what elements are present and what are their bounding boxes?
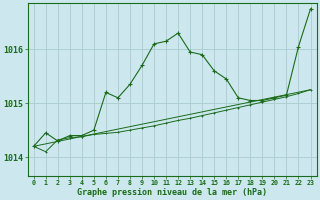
X-axis label: Graphe pression niveau de la mer (hPa): Graphe pression niveau de la mer (hPa) bbox=[77, 188, 267, 197]
